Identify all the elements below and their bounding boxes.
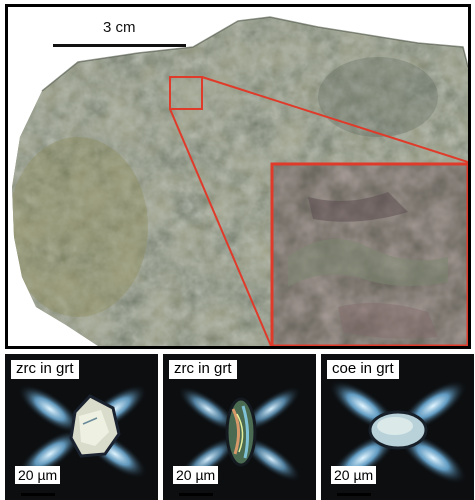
micrograph-2-scale-bar bbox=[179, 493, 213, 496]
micrograph-1: zrc in grt 20 µm bbox=[5, 354, 158, 500]
micrograph-3-scale-bar bbox=[337, 493, 371, 496]
micrograph-2: zrc in grt 20 µm bbox=[163, 354, 316, 500]
micrograph-2-label: zrc in grt bbox=[169, 360, 237, 379]
scale-bar bbox=[53, 44, 186, 47]
enlarged-inset bbox=[270, 162, 468, 346]
rock-sample-image bbox=[12, 16, 468, 346]
micrograph-row: zrc in grt 20 µm zrc in grt 20 µm bbox=[5, 354, 475, 500]
zoom-line-top bbox=[201, 76, 468, 163]
zoom-line-bottom bbox=[169, 108, 272, 346]
inset-source-box bbox=[169, 76, 203, 110]
micrograph-1-scale-label: 20 µm bbox=[15, 466, 61, 484]
micrograph-3-label: coe in grt bbox=[327, 360, 399, 379]
micrograph-1-label: zrc in grt bbox=[11, 360, 79, 379]
scale-bar-label: 3 cm bbox=[103, 19, 136, 36]
micrograph-3-scale-label: 20 µm bbox=[331, 466, 377, 484]
rock-sample-panel: 3 cm bbox=[5, 4, 471, 349]
micrograph-1-scale-bar bbox=[21, 493, 55, 496]
micrograph-3: coe in grt 20 µm bbox=[321, 354, 474, 500]
micrograph-2-scale-label: 20 µm bbox=[173, 466, 219, 484]
